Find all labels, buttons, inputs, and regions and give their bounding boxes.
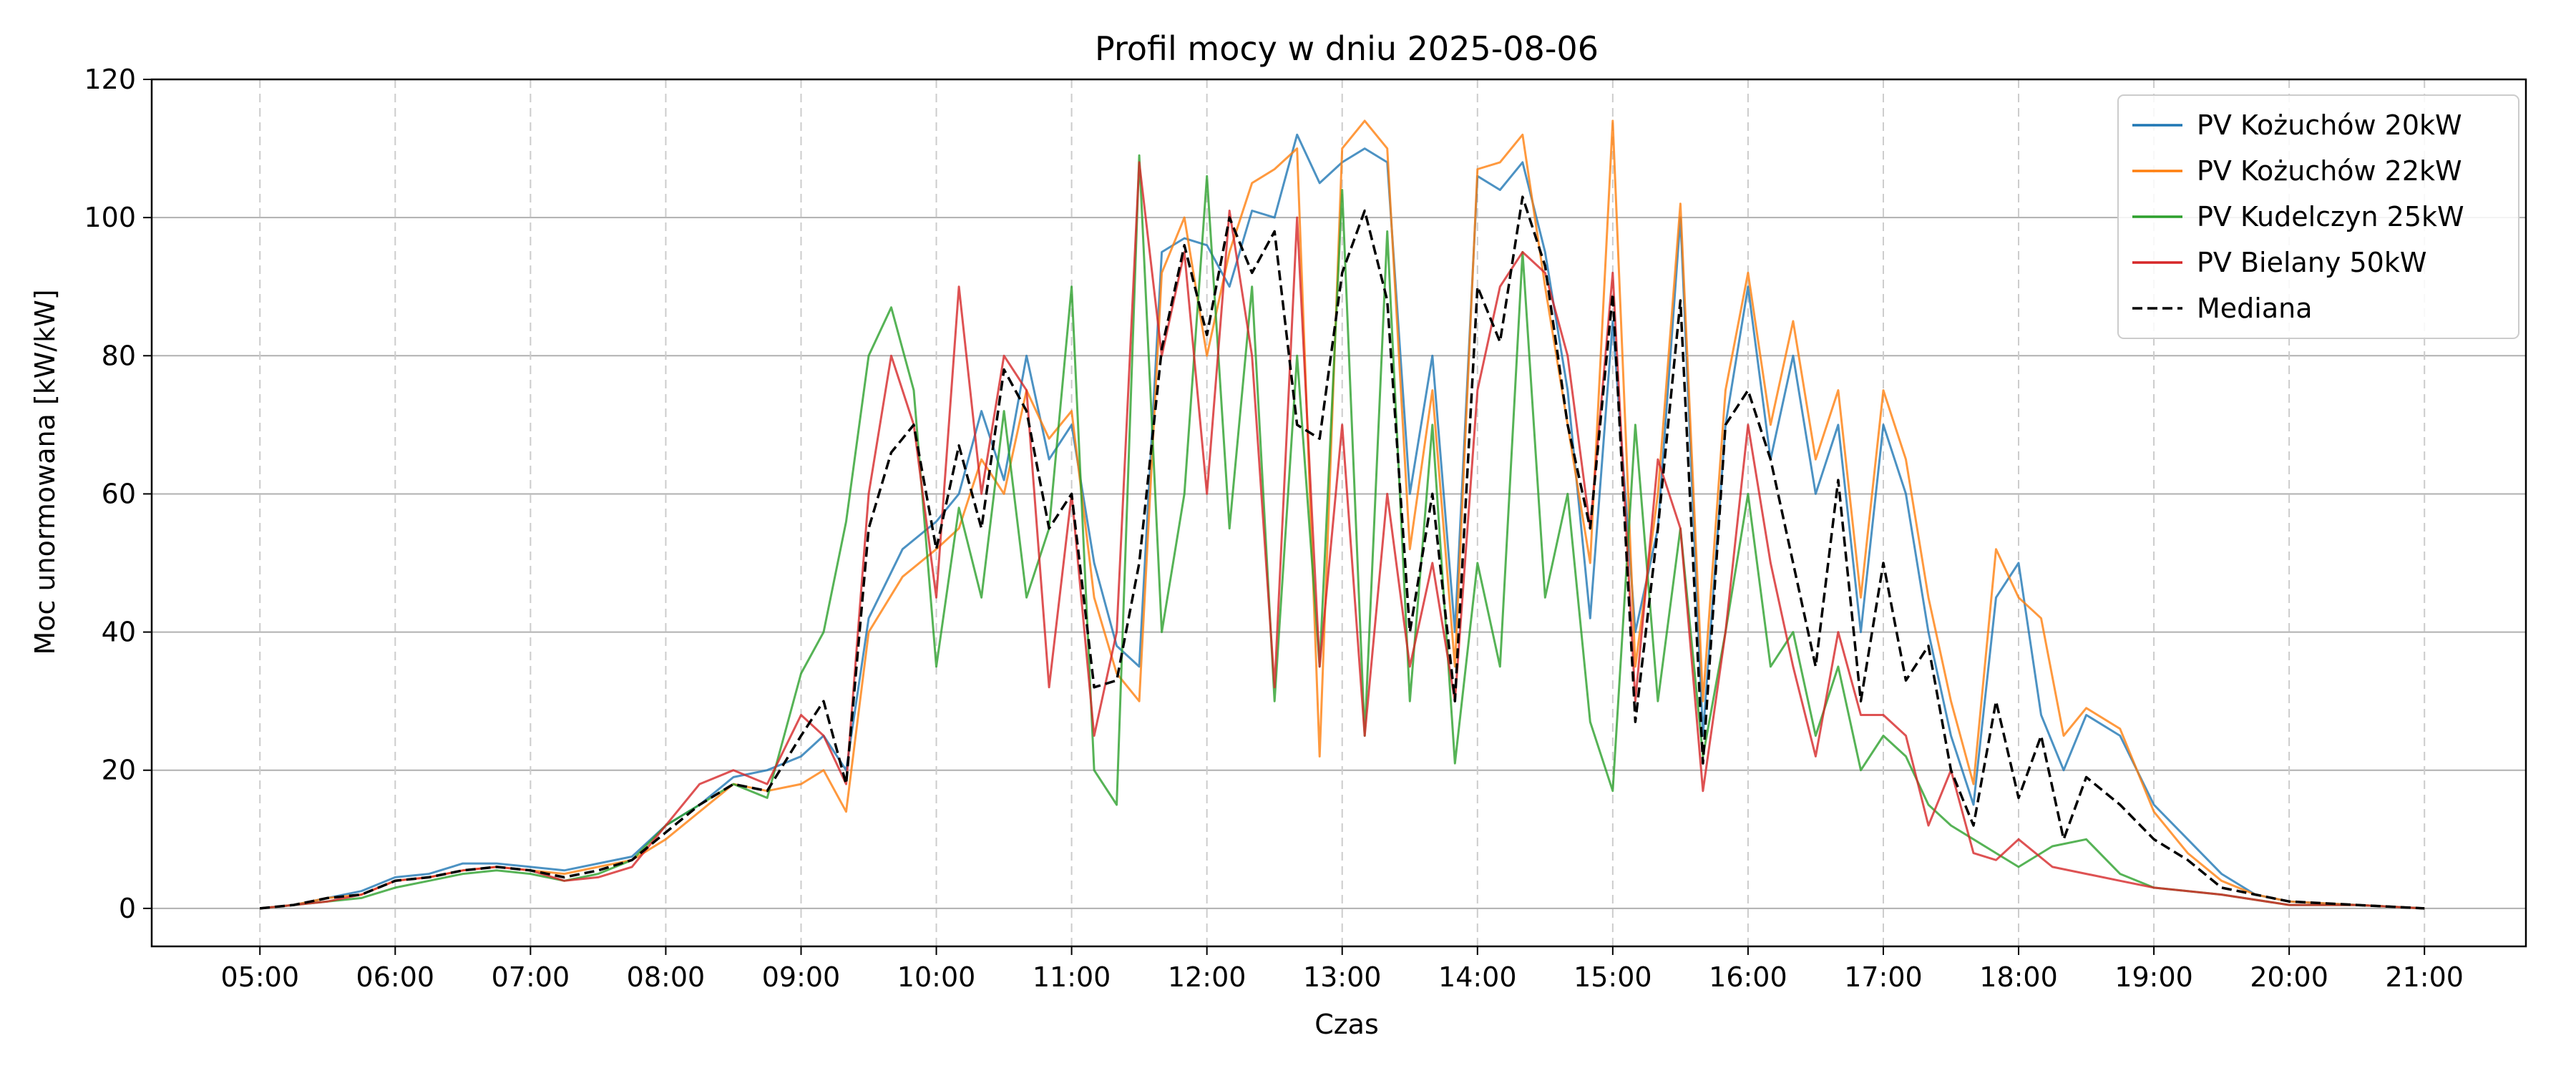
- legend-label: PV Kożuchów 20kW: [2197, 109, 2462, 141]
- y-tick-label: 0: [119, 893, 136, 924]
- y-tick-label: 20: [102, 755, 136, 786]
- plot-series: [260, 119, 2425, 910]
- y-tick-label: 80: [102, 340, 136, 371]
- x-tick-label: 21:00: [2385, 961, 2464, 993]
- x-tick-label: 19:00: [2114, 961, 2193, 993]
- x-tick-label: 05:00: [220, 961, 299, 993]
- x-tick-label: 10:00: [897, 961, 976, 993]
- y-tick-label: 60: [102, 478, 136, 509]
- x-tick-label: 07:00: [492, 961, 570, 993]
- axis-ticks: 0 20 40 60 80 100 120 05:00 06:00 07:00 08:00 09:00…: [84, 64, 2463, 993]
- x-tick-label: 09:00: [762, 961, 841, 993]
- x-tick-label: 17:00: [1844, 961, 1923, 993]
- plot-frame: [150, 78, 2527, 948]
- y-tick-label: 120: [84, 64, 136, 95]
- x-tick-label: 13:00: [1303, 961, 1382, 993]
- legend: PV Kożuchów 20kW PV Kożuchów 22kW PV Kudel…: [2117, 94, 2519, 339]
- legend-label: Mediana: [2197, 293, 2313, 324]
- x-tick-label: 18:00: [1979, 961, 2058, 993]
- y-axis-label: Moc unormowana [kW/kW]: [29, 289, 61, 655]
- series-line: [260, 161, 2425, 910]
- x-tick-label: 11:00: [1033, 961, 1111, 993]
- legend-label: PV Bielany 50kW: [2197, 247, 2426, 278]
- legend-box: [2117, 94, 2519, 339]
- series-line: [260, 119, 2425, 910]
- x-tick-label: 16:00: [1709, 961, 1787, 993]
- y-tick-label: 100: [84, 202, 136, 233]
- chart-title: Profil mocy w dniu 2025-08-06: [1095, 29, 1599, 68]
- y-tick-label: 40: [102, 617, 136, 648]
- grid: [152, 79, 2526, 946]
- x-tick-label: 08:00: [627, 961, 706, 993]
- x-tick-label: 14:00: [1438, 961, 1517, 993]
- x-axis-label: Czas: [1314, 1009, 1379, 1040]
- legend-label: PV Kożuchów 22kW: [2197, 155, 2462, 187]
- series-line: [260, 133, 2425, 910]
- legend-label: PV Kudelczyn 25kW: [2197, 201, 2464, 232]
- series-line: [260, 195, 2425, 910]
- x-tick-label: 20:00: [2250, 961, 2328, 993]
- x-tick-label: 06:00: [356, 961, 435, 993]
- x-tick-label: 12:00: [1168, 961, 1246, 993]
- x-tick-label: 15:00: [1574, 961, 1652, 993]
